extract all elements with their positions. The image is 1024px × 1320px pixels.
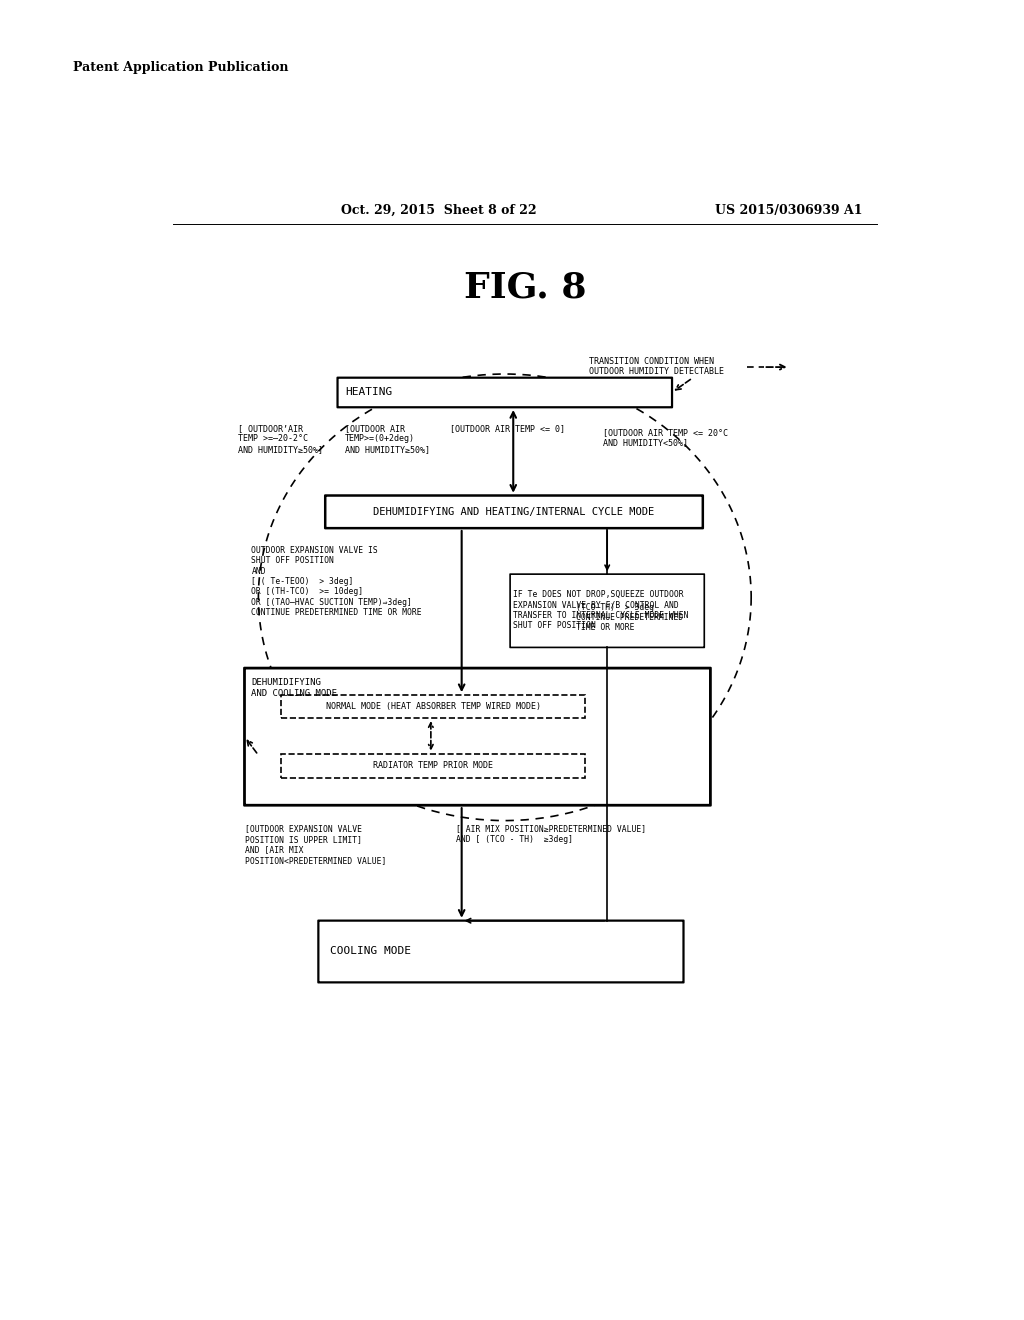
FancyBboxPatch shape <box>510 574 705 647</box>
Text: Patent Application Publication: Patent Application Publication <box>73 62 289 74</box>
Text: DEHUMIDIFYING
AND COOLING MODE: DEHUMIDIFYING AND COOLING MODE <box>252 678 338 697</box>
Text: NORMAL MODE (HEAT ABSORBER TEMP WIRED MODE): NORMAL MODE (HEAT ABSORBER TEMP WIRED MO… <box>326 702 541 711</box>
Text: TRANSITION CONDITION WHEN
OUTDOOR HUMIDITY DETECTABLE: TRANSITION CONDITION WHEN OUTDOOR HUMIDI… <box>590 358 725 376</box>
FancyBboxPatch shape <box>326 495 702 528</box>
Text: US 2015/0306939 A1: US 2015/0306939 A1 <box>715 205 862 218</box>
Text: [OUTDOOR AIR TEMP <= 0]: [OUTDOOR AIR TEMP <= 0] <box>451 424 565 433</box>
Text: [OUTDOOR AIR
TEMP>=(0+2deg)
AND HUMIDITY≥50%]: [OUTDOOR AIR TEMP>=(0+2deg) AND HUMIDITY… <box>345 424 430 454</box>
Text: IF Te DOES NOT DROP,SQUEEZE OUTDOOR
EXPANSION VALVE BY F/B CONTROL AND
TRANSFER : IF Te DOES NOT DROP,SQUEEZE OUTDOOR EXPA… <box>513 590 689 631</box>
Text: [ OUTDOOR’AIR
TEMP >=‒20-2°C
AND HUMIDITY≥50%]: [ OUTDOOR’AIR TEMP >=‒20-2°C AND HUMIDIT… <box>238 424 323 454</box>
Text: RADIATOR TEMP PRIOR MODE: RADIATOR TEMP PRIOR MODE <box>373 762 494 771</box>
Text: [OUTDOOR AIR TEMP <= 20°C
AND HUMIDITY<50%]: [OUTDOOR AIR TEMP <= 20°C AND HUMIDITY<5… <box>603 428 728 447</box>
Text: (TCO—TH)  > 3deg
CONTINUE PREDETERMINED
TIME OR MORE: (TCO—TH) > 3deg CONTINUE PREDETERMINED T… <box>575 603 683 632</box>
Bar <box>282 754 585 779</box>
Text: COOLING MODE: COOLING MODE <box>330 946 411 957</box>
FancyBboxPatch shape <box>245 668 711 805</box>
FancyBboxPatch shape <box>318 920 683 982</box>
Text: DEHUMIDIFYING AND HEATING/INTERNAL CYCLE MODE: DEHUMIDIFYING AND HEATING/INTERNAL CYCLE… <box>374 507 654 517</box>
Text: HEATING: HEATING <box>345 388 392 397</box>
Text: OUTDOOR EXPANSION VALVE IS
SHUT OFF POSITION
AND
[ ( Te-TEOO)  > 3deg]
OR [(TH-T: OUTDOOR EXPANSION VALVE IS SHUT OFF POSI… <box>252 545 422 618</box>
FancyBboxPatch shape <box>338 378 672 408</box>
Text: FIG. 8: FIG. 8 <box>464 271 586 305</box>
Text: [OUTDOOR EXPANSION VALVE
POSITION IS UPPER LIMIT]
AND [AIR MIX
POSITION<PREDETER: [OUTDOOR EXPANSION VALVE POSITION IS UPP… <box>245 825 386 865</box>
Text: [ AIR MIX POSITION≥PREDETERMINED VALUE]
AND [ (TCO - TH)  ≥3deg]: [ AIR MIX POSITION≥PREDETERMINED VALUE] … <box>457 825 646 843</box>
Text: Oct. 29, 2015  Sheet 8 of 22: Oct. 29, 2015 Sheet 8 of 22 <box>341 205 537 218</box>
Bar <box>282 696 585 718</box>
